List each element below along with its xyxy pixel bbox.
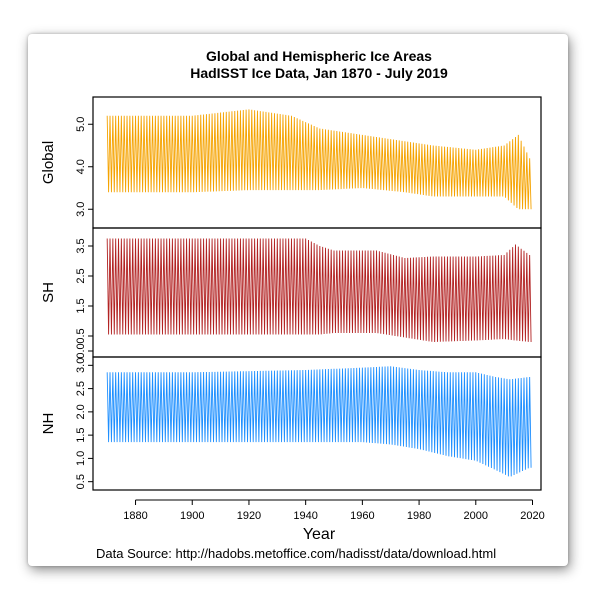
y-axis-label-global: Global — [40, 141, 57, 184]
series-nh — [106, 366, 532, 477]
y-tick-label: 1.5 — [75, 427, 87, 442]
y-axis-label-nh: NH — [40, 413, 57, 435]
x-axis: 1880 1900 1920 1940 1960 1980 2000 2020 — [123, 499, 545, 522]
series-global — [106, 109, 532, 210]
chart-card: Global and Hemispheric Ice Areas HadISST… — [28, 34, 568, 566]
y-tick-label: 2.5 — [75, 268, 87, 283]
chart-title: Global and Hemispheric Ice Areas — [206, 48, 432, 64]
x-axis-label: Year — [303, 526, 336, 543]
y-tick-label: 5.0 — [75, 117, 87, 132]
y-axis-label-sh: SH — [40, 282, 57, 303]
y-tick-label: 3.0 — [75, 202, 87, 217]
x-tick-label: 2000 — [464, 510, 488, 522]
x-tick-label: 1980 — [407, 510, 431, 522]
x-tick-label: 1900 — [180, 510, 204, 522]
panel-global: 3.0 4.0 5.0 Global — [40, 96, 542, 229]
y-tick-label: 3.0 — [75, 358, 87, 373]
x-tick-label: 1880 — [123, 510, 147, 522]
y-tick-label: 1.0 — [75, 451, 87, 466]
chart-subtitle: HadISST Ice Data, Jan 1870 - July 2019 — [190, 65, 448, 81]
x-tick-label: 1920 — [237, 510, 261, 522]
chart-svg: Global and Hemispheric Ice Areas HadISST… — [40, 48, 545, 561]
y-tick-label: 2.0 — [75, 404, 87, 419]
panel-nh: 0.5 1.0 1.5 2.0 2.5 3.0 NH — [40, 356, 542, 491]
data-source-note: Data Source: http://hadobs.metoffice.com… — [96, 546, 496, 561]
panel-frame-nh — [92, 356, 542, 491]
y-tick-label: 4.0 — [75, 159, 87, 174]
x-tick-label: 2020 — [520, 510, 544, 522]
y-tick-label: 1.5 — [75, 298, 87, 313]
x-tick-label: 1940 — [293, 510, 317, 522]
chart-panels: 3.04.05.0Global0.00.51.52.53.5SH0.51.01.… — [40, 96, 542, 491]
y-tick-label: 0.5 — [75, 474, 87, 489]
series-sh — [106, 238, 532, 343]
y-tick-label: 3.5 — [75, 238, 87, 253]
y-tick-label: 2.5 — [75, 381, 87, 396]
y-tick-label: 0.5 — [75, 328, 87, 343]
y-tick-label: 0.0 — [75, 343, 87, 358]
panel-sh: 0.00.5 1.5 2.5 3.5 SH — [40, 227, 542, 359]
x-tick-label: 1960 — [350, 510, 374, 522]
